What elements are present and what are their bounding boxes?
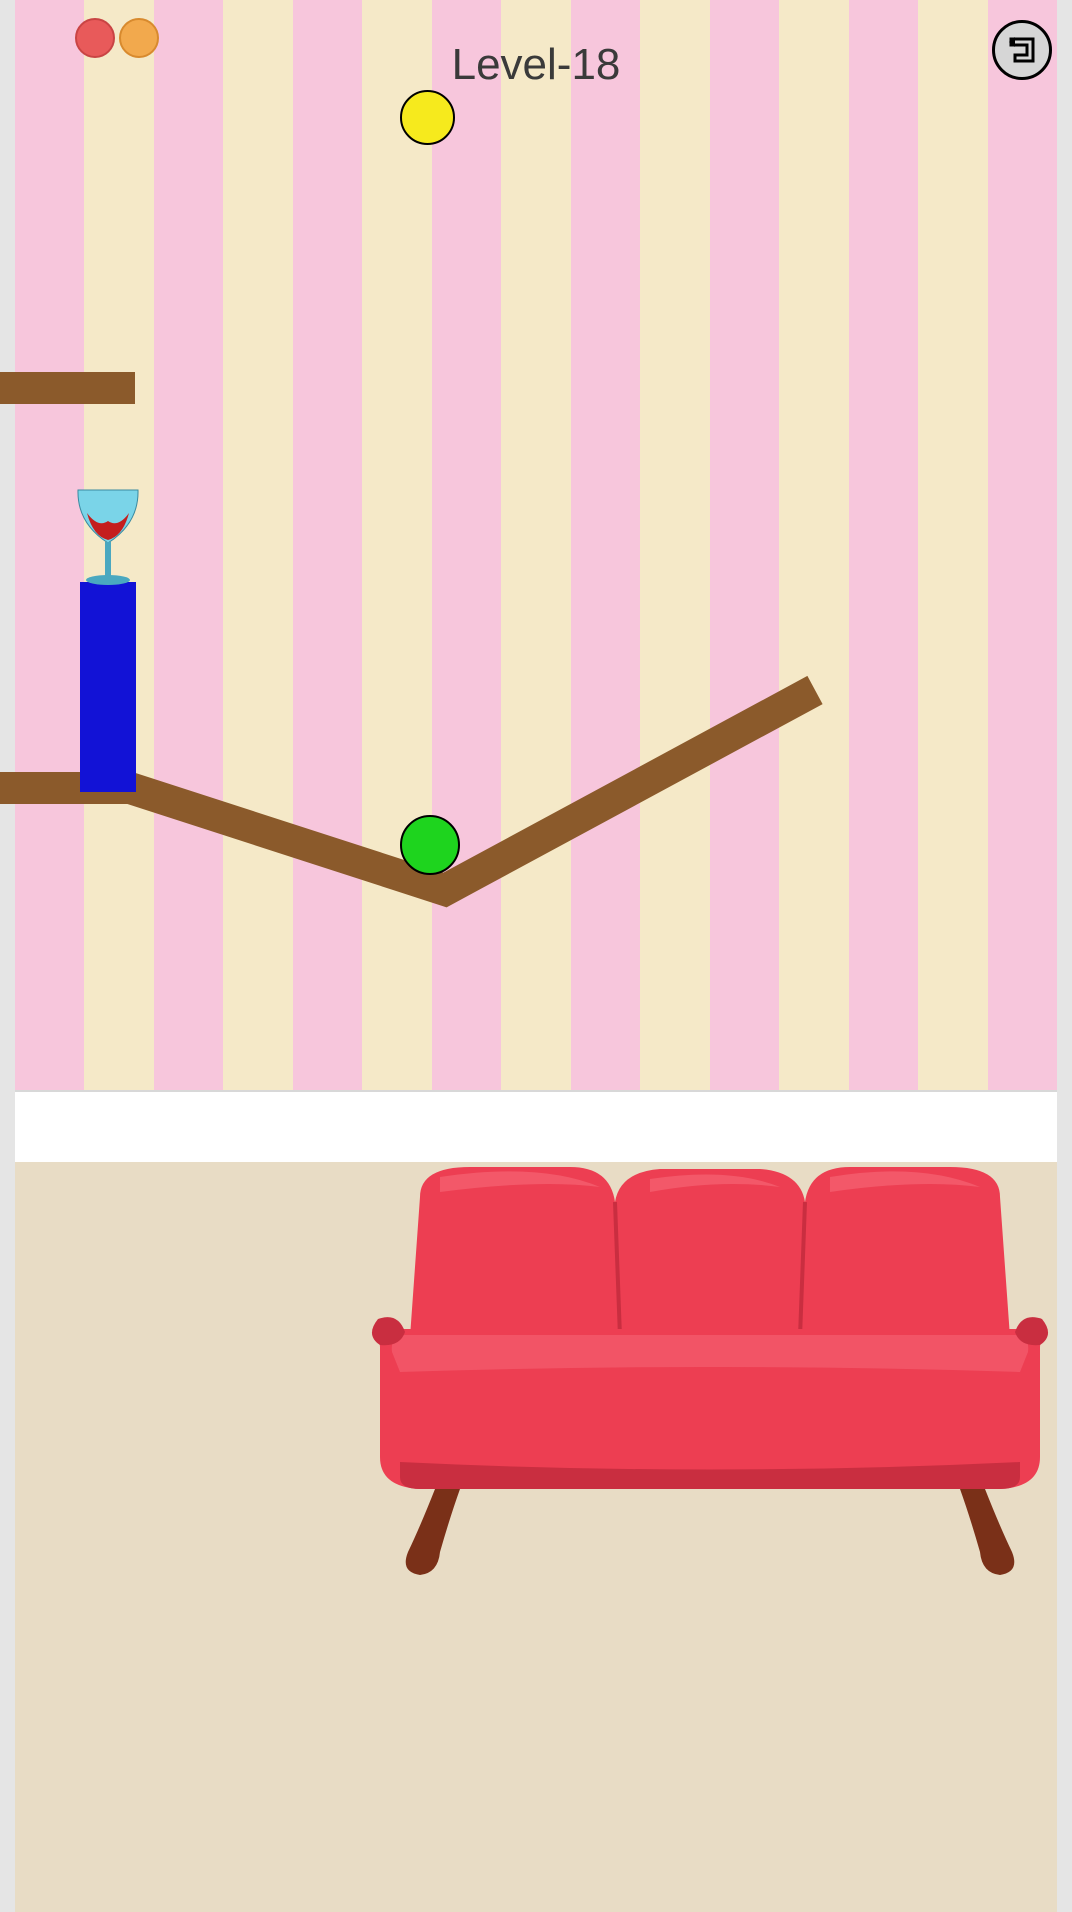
couch <box>360 1157 1060 1577</box>
platform-ramp <box>15 0 1057 1090</box>
pillar-blue[interactable] <box>80 582 136 792</box>
couch-graphic <box>360 1157 1060 1577</box>
baseboard <box>15 1090 1057 1162</box>
ball-green[interactable] <box>400 815 460 875</box>
wine-glass[interactable] <box>73 488 143 588</box>
game-container: Level-18 <box>15 0 1057 1912</box>
